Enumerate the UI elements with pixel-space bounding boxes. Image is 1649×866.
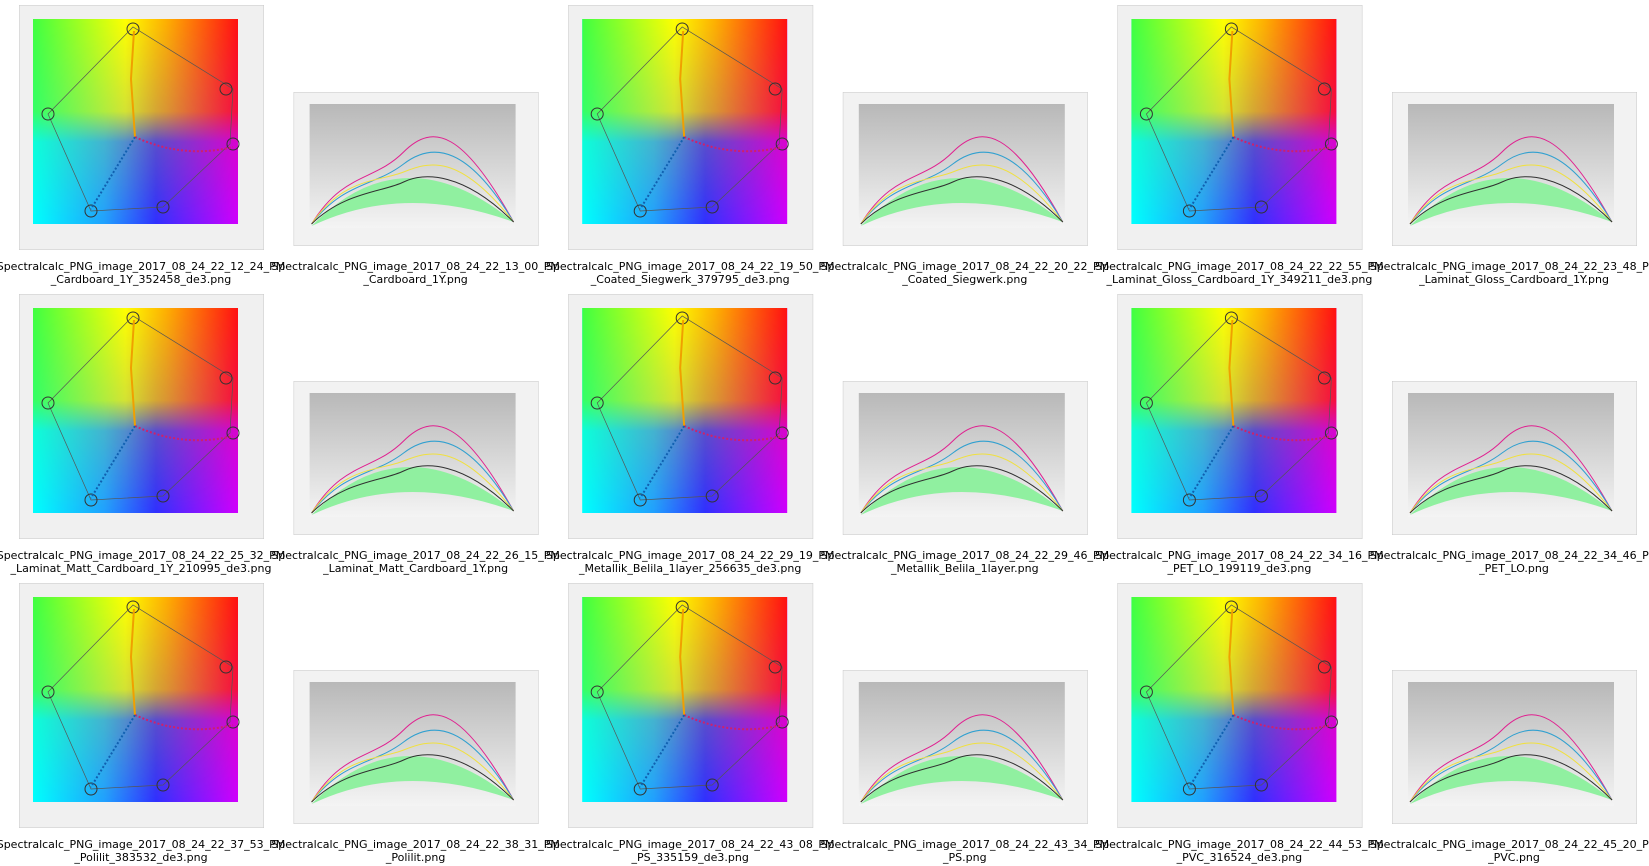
file-name: _PS.png (942, 851, 987, 864)
file-name: _PVC.png (1487, 851, 1540, 864)
file-name: Spectralcalc_PNG_image_2017_08_24_22_43_… (821, 838, 1110, 851)
thumbnail (1392, 92, 1637, 246)
file-name: _Metallik_Belila_1layer_256635_de3.png (578, 562, 801, 575)
file-name: _PET_LO_199119_de3.png (1166, 562, 1311, 575)
file-name: _Coated_Siegwerk_379795_de3.png (590, 273, 790, 286)
file-name: _Laminat_Matt_Cardboard_1Y.png (322, 562, 508, 575)
file-name: _Laminat_Matt_Cardboard_1Y_210995_de3.pn… (10, 562, 272, 575)
file-item[interactable]: Spectralcalc_PNG_image_2017_08_24_22_44_… (1095, 583, 1384, 864)
file-name: Spectralcalc_PNG_image_2017_08_24_22_29_… (821, 549, 1110, 562)
file-name: Spectralcalc_PNG_image_2017_08_24_22_13_… (271, 260, 560, 273)
thumbnail (19, 583, 264, 828)
thumbnail (293, 381, 539, 535)
thumbnail (842, 670, 1088, 824)
file-name: Spectralcalc_PNG_image_2017_08_24_22_19_… (546, 260, 835, 273)
file-name: Spectralcalc_PNG_image_2017_08_24_22_29_… (546, 549, 835, 562)
thumbnail (568, 294, 813, 539)
file-name: Spectralcalc_PNG_image_2017_08_24_22_43_… (546, 838, 835, 851)
thumbnail (1392, 381, 1637, 535)
file-name: Spectralcalc_PNG_image_2017_08_24_22_45_… (1370, 838, 1649, 851)
file-name: Spectralcalc_PNG_image_2017_08_24_22_22_… (1095, 260, 1384, 273)
file-name: _Cardboard_1Y.png (362, 273, 467, 286)
thumbnail (293, 670, 539, 824)
file-name: Spectralcalc_PNG_image_2017_08_24_22_26_… (271, 549, 560, 562)
file-item[interactable]: Spectralcalc_PNG_image_2017_08_24_22_43_… (821, 670, 1110, 864)
file-item[interactable]: Spectralcalc_PNG_image_2017_08_24_22_23_… (1370, 92, 1649, 286)
file-name: Spectralcalc_PNG_image_2017_08_24_22_25_… (0, 549, 285, 562)
thumbnail (19, 294, 264, 539)
file-name: Spectralcalc_PNG_image_2017_08_24_22_12_… (0, 260, 285, 273)
file-item[interactable]: Spectralcalc_PNG_image_2017_08_24_22_29_… (546, 294, 835, 575)
file-item[interactable]: Spectralcalc_PNG_image_2017_08_24_22_19_… (546, 5, 835, 286)
file-name: _PET_LO.png (1478, 562, 1549, 575)
thumbnail (842, 381, 1088, 535)
file-item[interactable]: Spectralcalc_PNG_image_2017_08_24_22_38_… (271, 670, 560, 864)
file-name: Spectralcalc_PNG_image_2017_08_24_22_37_… (0, 838, 285, 851)
thumbnail (842, 92, 1088, 246)
file-name: _PVC_316524_de3.png (1176, 851, 1303, 864)
file-name: Spectralcalc_PNG_image_2017_08_24_22_34_… (1370, 549, 1649, 562)
thumbnail (568, 5, 813, 250)
file-name: Spectralcalc_PNG_image_2017_08_24_22_20_… (821, 260, 1110, 273)
file-item[interactable]: Spectralcalc_PNG_image_2017_08_24_22_43_… (546, 583, 835, 864)
file-name: _Laminat_Gloss_Cardboard_1Y_349211_de3.p… (1105, 273, 1372, 286)
file-name: Spectralcalc_PNG_image_2017_08_24_22_23_… (1370, 260, 1649, 273)
file-name: _Cardboard_1Y_352458_de3.png (50, 273, 231, 286)
file-item[interactable]: Spectralcalc_PNG_image_2017_08_24_22_20_… (821, 92, 1110, 286)
file-name: _Coated_Siegwerk.png (901, 273, 1027, 286)
file-name: _Polilit.png (385, 851, 445, 864)
file-item[interactable]: Spectralcalc_PNG_image_2017_08_24_22_34_… (1095, 294, 1384, 575)
file-item[interactable]: Spectralcalc_PNG_image_2017_08_24_22_22_… (1095, 5, 1384, 286)
file-item[interactable]: Spectralcalc_PNG_image_2017_08_24_22_29_… (821, 381, 1110, 575)
file-name: Spectralcalc_PNG_image_2017_08_24_22_38_… (271, 838, 560, 851)
file-name: _PS_335159_de3.png (631, 851, 749, 864)
file-item[interactable]: Spectralcalc_PNG_image_2017_08_24_22_13_… (271, 92, 560, 286)
file-name: Spectralcalc_PNG_image_2017_08_24_22_44_… (1095, 838, 1384, 851)
thumbnail (1117, 5, 1362, 250)
thumbnail (1392, 670, 1637, 824)
file-item[interactable]: Spectralcalc_PNG_image_2017_08_24_22_26_… (271, 381, 560, 575)
thumbnail (293, 92, 539, 246)
file-name: _Metallik_Belila_1layer.png (890, 562, 1039, 575)
file-item[interactable]: Spectralcalc_PNG_image_2017_08_24_22_12_… (0, 5, 285, 286)
file-item[interactable]: Spectralcalc_PNG_image_2017_08_24_22_45_… (1370, 670, 1649, 864)
file-name: Spectralcalc_PNG_image_2017_08_24_22_34_… (1095, 549, 1384, 562)
file-name: _Laminat_Gloss_Cardboard_1Y.png (1418, 273, 1609, 286)
file-item[interactable]: Spectralcalc_PNG_image_2017_08_24_22_34_… (1370, 381, 1649, 575)
thumbnail (19, 5, 264, 250)
thumbnail (1117, 294, 1362, 539)
thumbnail (1117, 583, 1362, 828)
file-item[interactable]: Spectralcalc_PNG_image_2017_08_24_22_37_… (0, 583, 285, 864)
thumbnail (568, 583, 813, 828)
file-name: _Polilit_383532_de3.png (73, 851, 207, 864)
file-item[interactable]: Spectralcalc_PNG_image_2017_08_24_22_25_… (0, 294, 285, 575)
